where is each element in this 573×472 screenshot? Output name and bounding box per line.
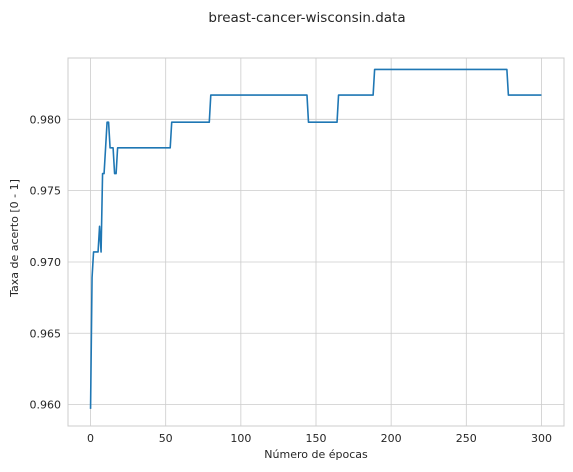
x-tick-label: 100 xyxy=(230,432,251,445)
y-tick-label: 0.980 xyxy=(30,113,62,126)
y-tick-label: 0.965 xyxy=(30,327,62,340)
series-line xyxy=(89,68,542,409)
grid xyxy=(68,58,564,426)
y-tick-label: 0.960 xyxy=(30,399,62,412)
x-tick-label: 300 xyxy=(531,432,552,445)
y-axis-label: Taxa de acerto [0 - 1] xyxy=(8,179,21,298)
x-tick-label: 250 xyxy=(456,432,477,445)
y-tick-label: 0.975 xyxy=(30,185,62,198)
y-axis-ticks: 0.960 0.965 0.970 0.975 0.980 xyxy=(30,113,62,411)
plot-frame xyxy=(67,57,565,427)
x-tick-label: 50 xyxy=(159,432,173,445)
x-tick-label: 200 xyxy=(381,432,402,445)
x-axis-ticks: 0 50 100 150 200 250 300 xyxy=(87,432,552,445)
x-tick-label: 0 xyxy=(87,432,94,445)
y-tick-label: 0.970 xyxy=(30,256,62,269)
chart-title: breast-cancer-wisconsin.data xyxy=(208,10,405,26)
x-tick-label: 150 xyxy=(306,432,327,445)
x-axis-label: Número de épocas xyxy=(264,448,368,461)
